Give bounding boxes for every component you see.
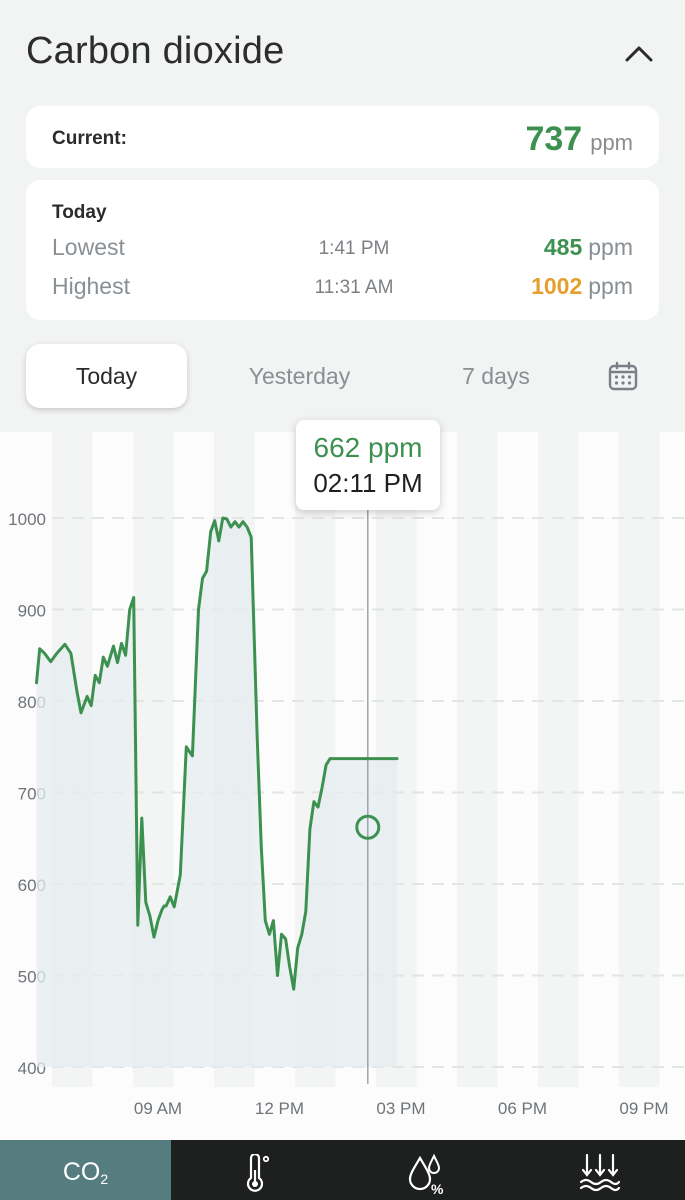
tab-today[interactable]: Today xyxy=(26,344,187,408)
svg-text:%: % xyxy=(431,1181,444,1196)
highest-label: Highest xyxy=(52,273,130,299)
x-tick-label: 03 PM xyxy=(376,1099,425,1118)
nav-co2[interactable]: CO2 xyxy=(0,1140,171,1200)
highest-time: 11:31 AM xyxy=(314,277,394,298)
lowest-row: Lowest 1:41 PM 485 ppm xyxy=(52,234,633,264)
header: Carbon dioxide xyxy=(26,30,659,80)
lowest-time: 1:41 PM xyxy=(318,238,390,259)
x-tick-label: 09 PM xyxy=(619,1099,668,1118)
chart-tooltip: 662 ppm 02:11 PM xyxy=(296,420,440,510)
today-summary-card: Today Lowest 1:41 PM 485 ppm Highest 11:3… xyxy=(26,180,659,320)
nav-pressure[interactable] xyxy=(514,1140,685,1200)
today-label: Today xyxy=(52,202,107,223)
nav-temperature[interactable] xyxy=(171,1140,342,1200)
tooltip-time: 02:11 PM xyxy=(313,468,423,498)
current-number: 737 xyxy=(525,120,583,158)
tab-yesterday[interactable]: Yesterday xyxy=(248,363,351,389)
highest-value: 1002 ppm xyxy=(531,273,633,300)
lowest-number: 485 xyxy=(543,234,583,260)
y-tick-label: 900 xyxy=(18,602,46,621)
chevron-up-icon xyxy=(625,46,653,62)
x-tick-label: 06 PM xyxy=(498,1099,547,1118)
calendar-button[interactable] xyxy=(607,360,639,392)
current-unit: ppm xyxy=(590,130,633,155)
tab-7-days[interactable]: 7 days xyxy=(462,363,530,389)
y-tick-label: 1000 xyxy=(8,510,46,529)
grid-band xyxy=(538,432,579,1087)
current-card: Current: 737 ppm xyxy=(26,106,659,168)
period-tabs: Today Yesterday 7 days xyxy=(26,344,659,408)
thermometer-icon xyxy=(246,1154,270,1192)
pressure-icon xyxy=(579,1153,621,1192)
co2-icon: CO2 xyxy=(62,1158,109,1187)
highest-number: 1002 xyxy=(531,273,583,299)
page-title: Carbon dioxide xyxy=(26,30,285,72)
humidity-icon: % xyxy=(408,1153,444,1196)
lowest-value: 485 ppm xyxy=(544,234,633,261)
collapse-button[interactable] xyxy=(621,36,657,72)
tooltip-value: 662 ppm xyxy=(313,432,423,463)
grid-band xyxy=(619,432,660,1087)
x-tick-label: 09 AM xyxy=(134,1099,182,1118)
bottom-nav: CO2 % xyxy=(0,1140,685,1200)
x-tick-label: 12 PM xyxy=(255,1099,304,1118)
current-label: Current: xyxy=(52,128,127,149)
current-value: 737 ppm xyxy=(525,120,633,159)
co2-chart[interactable]: 1000 900 800 700 600 500 400 09 AM 12 PM 03 PM 06 … xyxy=(0,432,685,1140)
highest-row: Highest 11:31 AM 1002 ppm xyxy=(52,273,633,303)
lowest-label: Lowest xyxy=(52,234,125,260)
nav-humidity[interactable]: % xyxy=(342,1140,513,1200)
calendar-icon xyxy=(608,361,638,391)
grid-band xyxy=(457,432,498,1087)
highest-unit: ppm xyxy=(588,273,633,299)
lowest-unit: ppm xyxy=(588,234,633,260)
series-line xyxy=(35,516,399,991)
selected-point-marker[interactable] xyxy=(355,814,381,840)
